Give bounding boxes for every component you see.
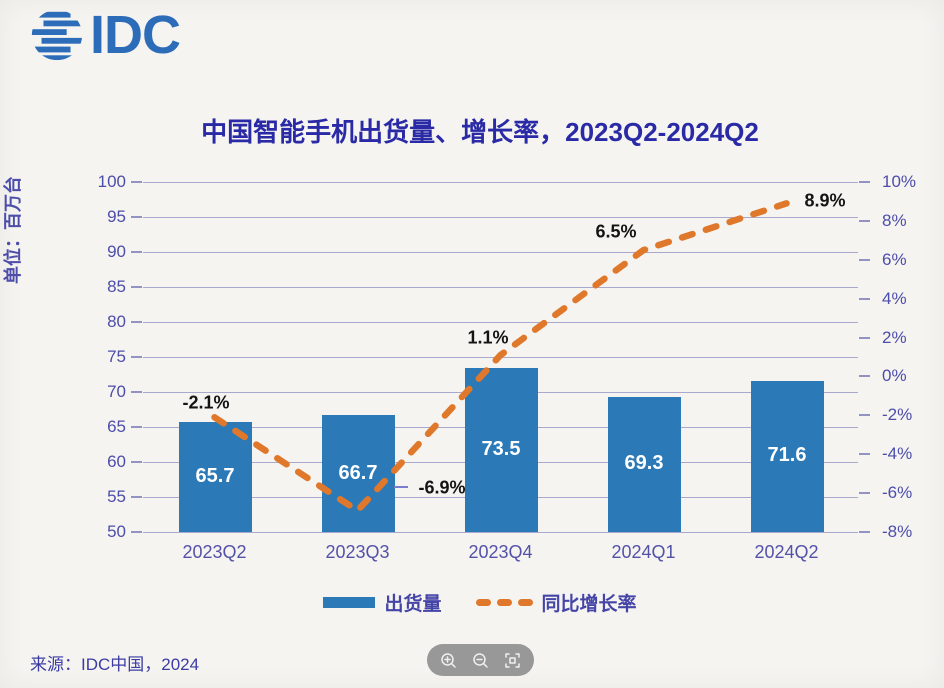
- y-tick-label-right: -6%: [882, 483, 913, 503]
- bar: 65.7: [178, 422, 252, 532]
- chart-title: 中国智能手机出货量、增长率，2023Q2-2024Q2: [201, 117, 759, 147]
- y-tick-label-right: 10%: [882, 172, 917, 191]
- legend-item-shipments: 出货量: [323, 589, 442, 616]
- y-tick-mark-right: [859, 375, 870, 378]
- growth-point-label: 6.5%: [595, 221, 637, 242]
- y-tick-mark-right: [859, 492, 870, 495]
- y-tick-mark-left: [131, 251, 142, 253]
- gridline: [143, 322, 858, 323]
- bar-value-label: 73.5: [481, 437, 521, 460]
- y-tick-mark-left: [131, 391, 142, 393]
- zoom-out-button[interactable]: [470, 649, 492, 671]
- gridline: [143, 252, 858, 253]
- x-axis-label: 2024Q2: [754, 542, 819, 562]
- legend-item-growth: 同比增长率: [475, 589, 637, 616]
- bar: 71.6: [750, 380, 824, 532]
- gridline: [143, 217, 858, 218]
- y-tick-mark-left: [131, 531, 142, 533]
- y-tick-mark-left: [131, 181, 142, 183]
- y-tick-label-right: 8%: [882, 210, 907, 230]
- bar: 66.7: [321, 415, 395, 532]
- gridline: [143, 182, 858, 183]
- x-axis-label: 2024Q1: [611, 542, 676, 562]
- idc-globe-icon: [31, 11, 83, 61]
- source-text: 来源：IDC中国，2024: [30, 655, 200, 674]
- y-tick-label-right: -2%: [882, 405, 913, 425]
- y-tick-label-left: 95: [107, 207, 126, 226]
- y-tick-label-left: 100: [97, 172, 126, 191]
- label-leader-line: [393, 485, 408, 489]
- y-tick-mark-left: [131, 461, 142, 463]
- idc-logo: IDC: [28, 5, 181, 65]
- y-tick-mark-right: [859, 531, 870, 533]
- fit-to-screen-icon: [505, 652, 520, 668]
- growth-point-label: 1.1%: [467, 327, 509, 348]
- y-tick-label-left: 70: [107, 382, 126, 401]
- idc-logo-text: IDC: [90, 5, 181, 65]
- y-tick-mark-right: [859, 258, 870, 261]
- y-tick-label-right: 6%: [882, 249, 907, 269]
- x-axis-label: 2023Q2: [182, 542, 247, 562]
- bar-value-label: 69.3: [624, 452, 664, 475]
- dashed-line-swatch-icon: [475, 598, 533, 606]
- bar: 69.3: [607, 396, 681, 532]
- growth-point-label: 8.9%: [804, 190, 846, 211]
- y-tick-label-left: 65: [107, 417, 126, 436]
- growth-point-label: -2.1%: [182, 392, 230, 413]
- y-tick-label-right: -4%: [882, 444, 913, 464]
- legend: 出货量 同比增长率: [120, 589, 840, 616]
- zoom-in-button[interactable]: [437, 649, 459, 671]
- y-tick-label-left: 80: [107, 312, 126, 331]
- x-axis-label: 2023Q4: [468, 542, 533, 562]
- legend-label-shipments: 出货量: [384, 593, 442, 615]
- y-tick-mark-left: [131, 321, 142, 323]
- y-tick-label-right: 0%: [882, 366, 907, 386]
- legend-label-growth: 同比增长率: [541, 593, 637, 615]
- growth-point-label: -6.9%: [418, 477, 466, 498]
- y-tick-mark-left: [131, 496, 142, 498]
- y-tick-label-left: 90: [107, 242, 126, 261]
- gridline: [143, 287, 858, 288]
- gridline: [143, 357, 858, 358]
- y-axis-title: 单位：百万台: [3, 176, 23, 284]
- fit-to-screen-button[interactable]: [502, 649, 524, 671]
- y-tick-mark-right: [859, 414, 870, 417]
- y-tick-mark-right: [859, 219, 870, 222]
- y-tick-label-left: 75: [107, 347, 126, 366]
- y-tick-label-right: -8%: [882, 522, 913, 541]
- y-tick-mark-left: [131, 216, 142, 218]
- image-viewer-toolbar: [427, 644, 534, 676]
- bar-value-label: 65.7: [195, 465, 235, 488]
- bar: 73.5: [464, 367, 538, 532]
- zoom-out-icon: [473, 652, 488, 668]
- zoom-in-icon: [441, 652, 456, 668]
- y-tick-mark-right: [859, 336, 870, 339]
- plot-area: 100 95 90 85 80 75 70 65 60 55 50 10% 8% 6% 4% 2% 0% -2% -…: [98, 172, 916, 562]
- y-tick-label-right: 2%: [882, 327, 907, 347]
- y-tick-mark-right: [859, 453, 870, 456]
- bar-swatch-icon: [323, 596, 376, 608]
- y-tick-label-left: 50: [107, 522, 126, 541]
- y-tick-mark-right: [859, 181, 870, 183]
- y-tick-label-left: 85: [107, 277, 126, 296]
- y-tick-mark-right: [859, 297, 870, 300]
- gridline: [143, 532, 858, 533]
- bar-value-label: 66.7: [338, 461, 378, 484]
- y-tick-label-left: 55: [107, 487, 126, 506]
- y-tick-label-left: 60: [107, 452, 126, 471]
- y-tick-label-right: 4%: [882, 288, 907, 308]
- bar-value-label: 71.6: [767, 444, 807, 467]
- y-tick-mark-left: [131, 356, 142, 358]
- y-tick-mark-left: [131, 286, 142, 288]
- y-tick-mark-left: [131, 426, 142, 428]
- x-axis-label: 2023Q3: [325, 542, 390, 562]
